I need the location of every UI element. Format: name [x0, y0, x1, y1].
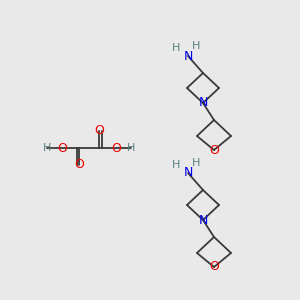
Text: N: N [183, 50, 193, 62]
Text: N: N [198, 97, 208, 110]
Text: O: O [94, 124, 104, 137]
Text: O: O [111, 142, 121, 154]
Text: N: N [183, 167, 193, 179]
Text: O: O [209, 143, 219, 157]
Text: H: H [127, 143, 135, 153]
Text: H: H [172, 43, 180, 53]
Text: H: H [192, 158, 200, 168]
Text: H: H [43, 143, 51, 153]
Text: O: O [57, 142, 67, 154]
Text: O: O [209, 260, 219, 274]
Text: H: H [172, 160, 180, 170]
Text: O: O [74, 158, 84, 172]
Text: H: H [192, 41, 200, 51]
Text: N: N [198, 214, 208, 226]
